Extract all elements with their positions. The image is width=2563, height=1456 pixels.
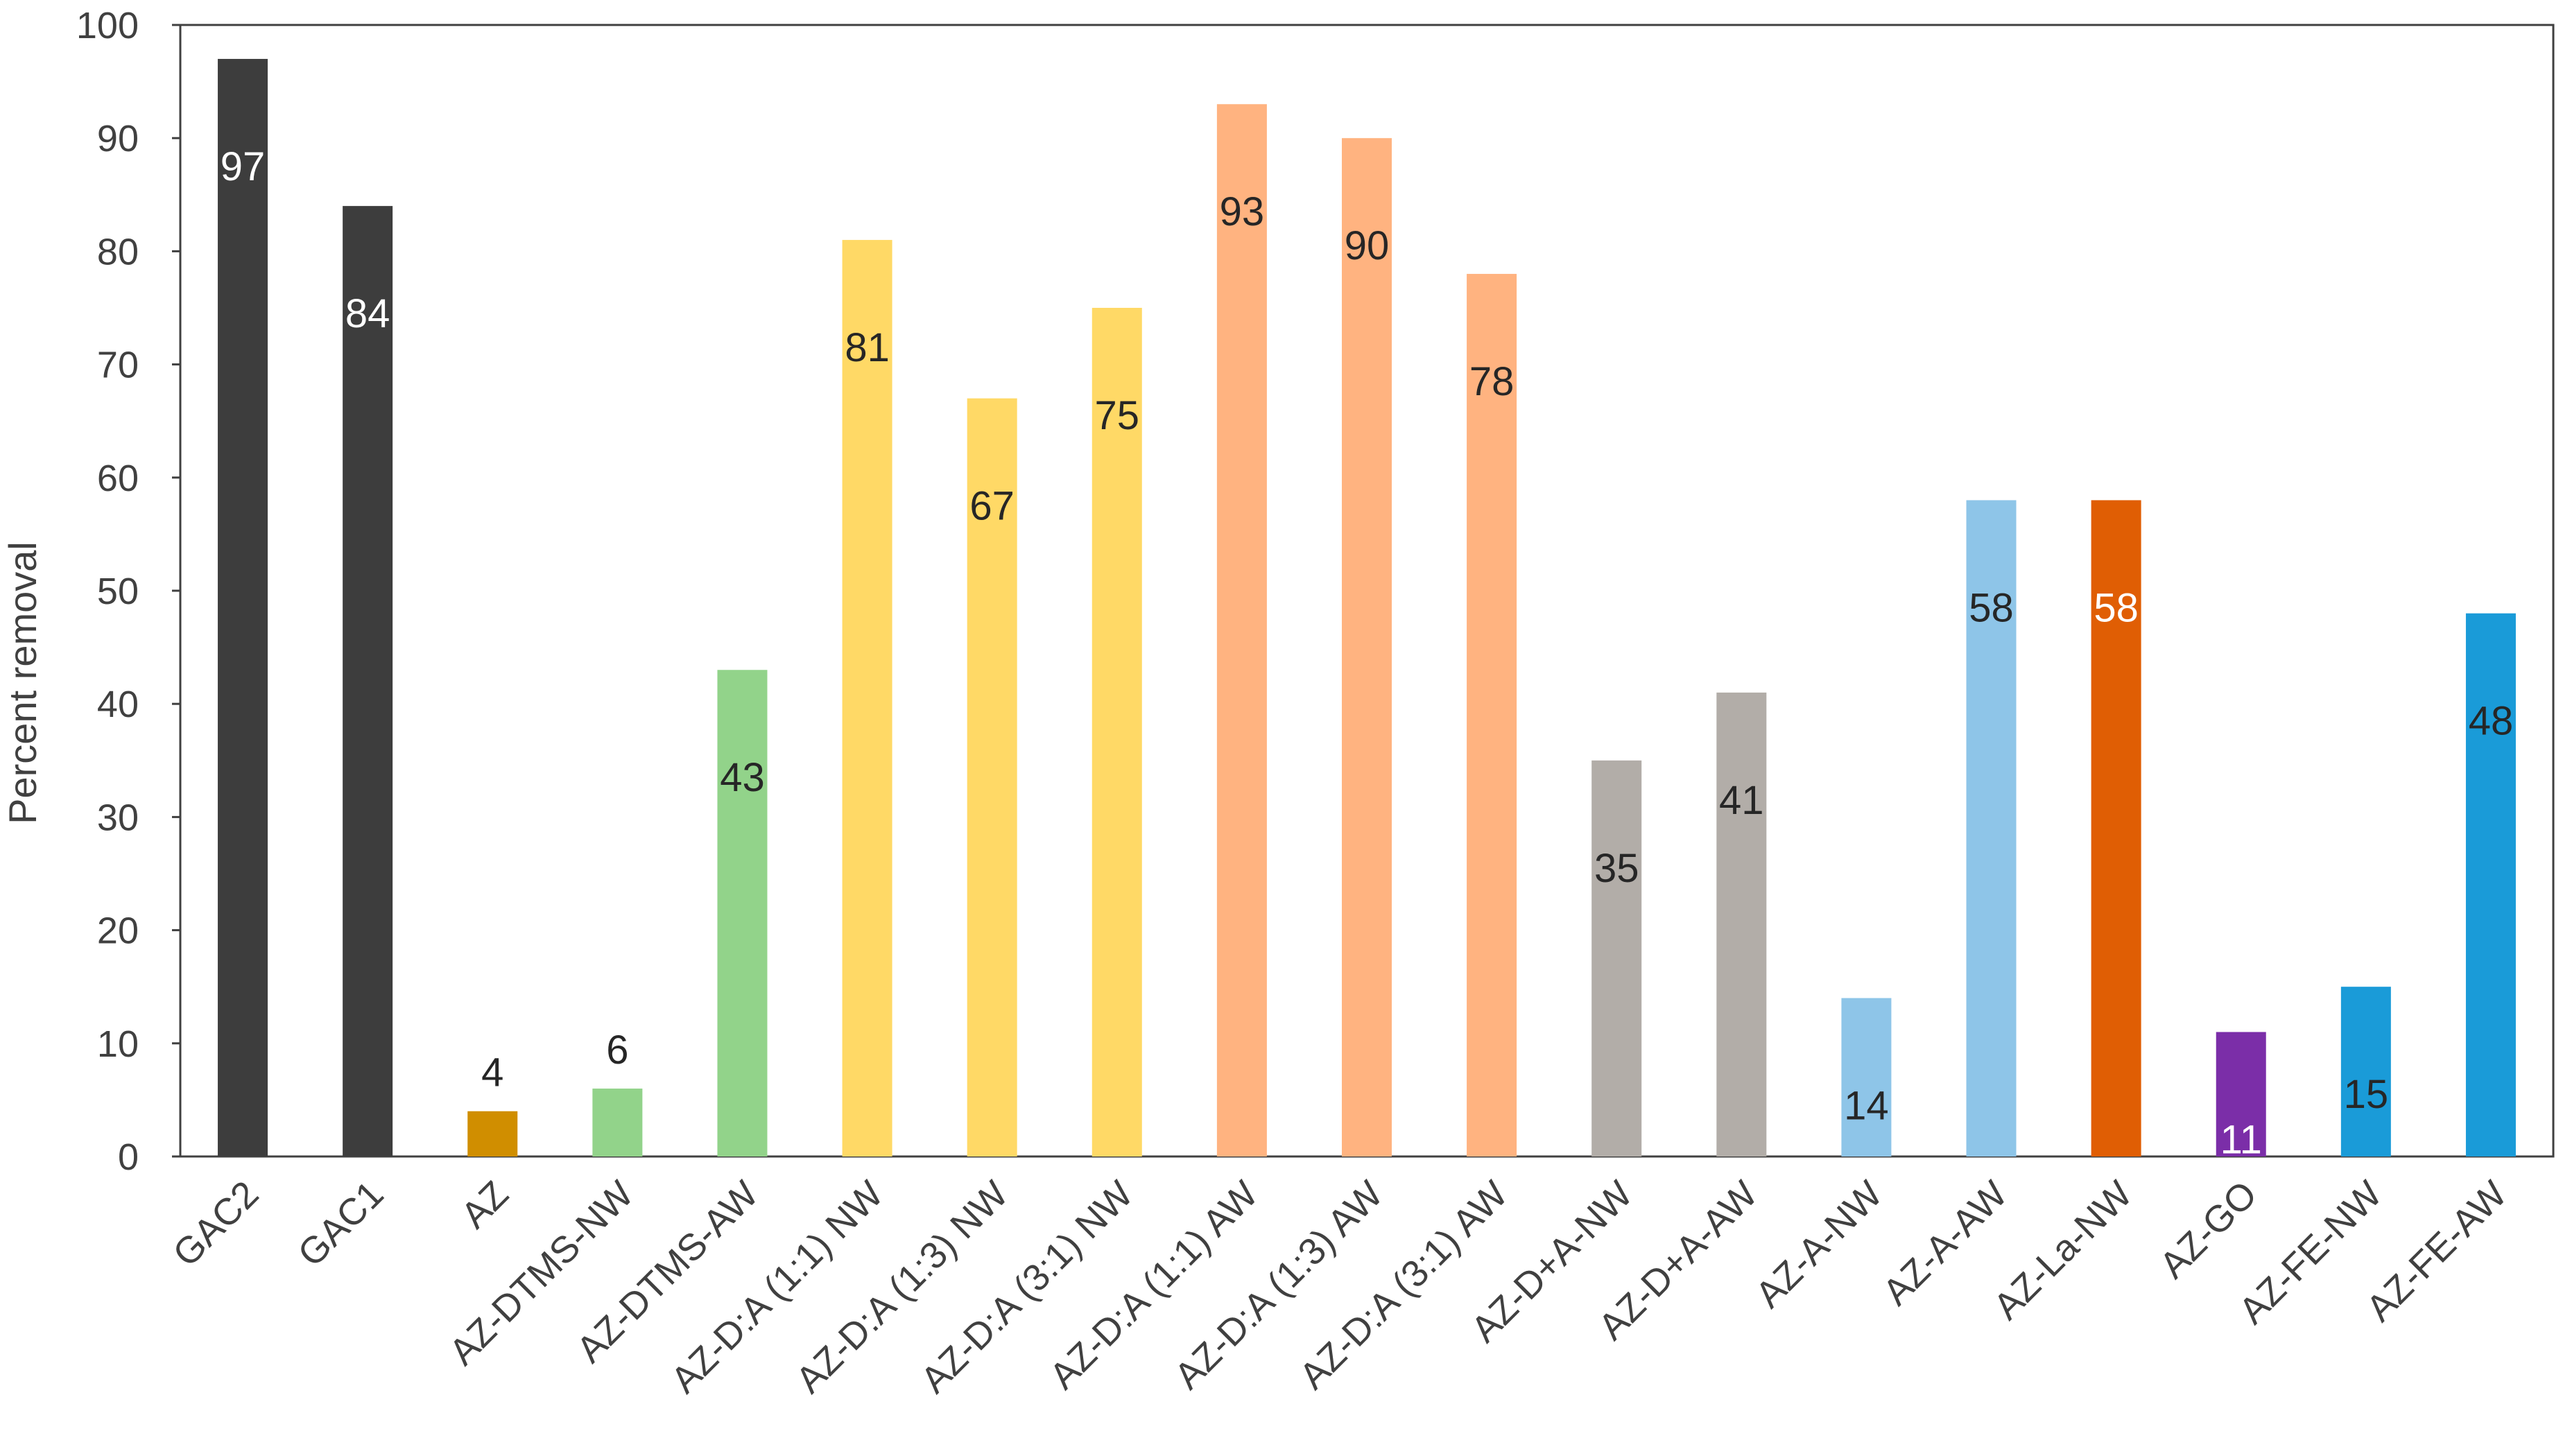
data-label: 6 bbox=[606, 1028, 628, 1073]
data-label: 84 bbox=[345, 291, 390, 336]
y-axis-ticks: 0 10 20 30 40 50 60 70 80 90 100 bbox=[76, 5, 180, 1178]
bar-az-d-a-nw bbox=[1591, 760, 1642, 1156]
data-label: 67 bbox=[969, 484, 1015, 529]
y-tick-label: 10 bbox=[97, 1023, 139, 1065]
y-tick-label: 30 bbox=[97, 797, 139, 838]
y-tick-label: 20 bbox=[97, 910, 139, 952]
data-label: 58 bbox=[2094, 585, 2139, 630]
data-label: 35 bbox=[1594, 846, 1639, 891]
bar-az-d-a-1-1-nw bbox=[842, 240, 892, 1157]
bar-az-d-a-1-3-aw bbox=[1342, 138, 1392, 1157]
bar-az-dtms-aw bbox=[717, 670, 768, 1156]
y-tick-label: 0 bbox=[118, 1136, 139, 1178]
bar-az-d-a-3-1-aw bbox=[1467, 274, 1517, 1156]
data-label: 58 bbox=[1969, 585, 2014, 630]
data-label: 48 bbox=[2469, 699, 2514, 744]
data-label: 41 bbox=[1719, 778, 1764, 823]
data-label: 75 bbox=[1095, 393, 1140, 438]
bar-gac1 bbox=[343, 206, 393, 1156]
bar-az-d-a-3-1-nw bbox=[1091, 308, 1142, 1156]
data-label: 78 bbox=[1469, 359, 1514, 404]
data-label: 11 bbox=[2220, 1117, 2262, 1162]
bar-az-fe-nw bbox=[2340, 987, 2391, 1156]
bar-az-la-nw bbox=[2091, 500, 2141, 1156]
data-labels: 97 84 4 6 43 81 67 75 93 90 78 35 41 14 58 58 11 15 48 bbox=[221, 144, 2513, 1163]
bar-az-d-a-aw bbox=[1716, 692, 1767, 1156]
data-label: 81 bbox=[845, 325, 890, 370]
y-tick-label: 70 bbox=[97, 345, 139, 386]
y-axis-title: Percent removal bbox=[1, 541, 44, 824]
bar-az-d-a-1-3-nw bbox=[967, 398, 1017, 1156]
data-label: 4 bbox=[481, 1050, 503, 1095]
y-tick-label: 50 bbox=[97, 571, 139, 612]
y-tick-label: 60 bbox=[97, 458, 139, 499]
bar-az-dtms-nw bbox=[592, 1089, 643, 1156]
bar-az bbox=[467, 1111, 518, 1156]
y-tick-label: 90 bbox=[97, 118, 139, 159]
bar-az-a-nw bbox=[1841, 998, 1892, 1156]
bar-az-a-aw bbox=[1966, 500, 2017, 1156]
bar-gac2 bbox=[218, 58, 268, 1157]
data-label: 90 bbox=[1345, 223, 1390, 268]
bars bbox=[218, 58, 2516, 1157]
data-label: 15 bbox=[2344, 1072, 2389, 1117]
data-label: 43 bbox=[720, 755, 765, 800]
bar-az-fe-aw bbox=[2465, 613, 2516, 1156]
y-tick-label: 80 bbox=[97, 231, 139, 272]
y-tick-label: 40 bbox=[97, 684, 139, 725]
bar-az-go bbox=[2216, 1032, 2266, 1156]
data-label: 93 bbox=[1220, 189, 1265, 234]
y-tick-label: 100 bbox=[76, 5, 139, 46]
bar-az-d-a-1-1-aw bbox=[1216, 104, 1267, 1157]
data-label: 14 bbox=[1844, 1084, 1889, 1129]
data-label: 97 bbox=[221, 144, 266, 189]
